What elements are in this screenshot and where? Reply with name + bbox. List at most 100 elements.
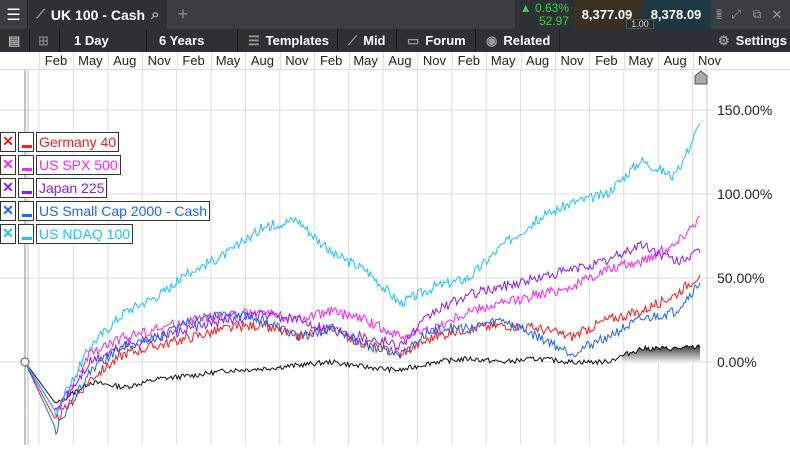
legend-label: US NDAQ 100 (36, 223, 134, 244)
x-tick-label: Nov (560, 53, 584, 68)
x-tick-divider (589, 52, 591, 70)
legend: ✕ Germany 40 ✕ US SPX 500 ✕ Japan 225 ✕ US Smal… (0, 130, 211, 245)
x-tick-divider (451, 52, 453, 70)
buy-price: 8,378.09 (650, 7, 702, 22)
x-tick-divider (520, 52, 522, 70)
x-tick-label: May (490, 53, 516, 68)
settings-button[interactable]: ⚙ Settings (712, 29, 790, 52)
series-color-swatch[interactable] (18, 131, 34, 152)
series-line-us-spx-500[interactable] (24, 215, 701, 414)
remove-series-icon[interactable]: ✕ (0, 223, 16, 244)
related-label: Related (503, 33, 551, 48)
expand-icon[interactable]: ⤢ (731, 7, 741, 21)
series-line-germany-40[interactable] (24, 274, 701, 422)
y-tick-label: 0.00% (717, 354, 757, 370)
legend-item: ✕ Japan 225 (0, 176, 210, 199)
range-label: 6 Years (159, 33, 205, 48)
legend-label: Germany 40 (36, 131, 120, 152)
series-color-swatch[interactable] (18, 200, 34, 221)
x-tick-label: Aug (250, 53, 274, 68)
x-tick-divider (107, 52, 109, 70)
series-color-swatch[interactable] (18, 154, 34, 175)
interval-label: 1 Day (74, 33, 109, 48)
x-tick-label: Aug (663, 53, 687, 68)
legend-item: ✕ Germany 40 (0, 130, 210, 153)
instrument-tab[interactable]: ⟋ UK 100 - Cash ⌕ (29, 0, 167, 29)
series-line-japan-225[interactable] (24, 240, 701, 411)
eye-icon: ◉ (486, 32, 498, 48)
x-tick-divider (142, 52, 144, 70)
list-icon: ▤ (8, 32, 21, 48)
legend-item: ✕ US NDAQ 100 (0, 222, 210, 245)
x-tick-divider (348, 52, 350, 70)
remove-series-icon[interactable]: ✕ (0, 177, 16, 198)
x-tick-divider (692, 52, 694, 70)
y-tick-label: 50.00% (717, 270, 765, 286)
series-start-marker (20, 357, 30, 367)
time-axis: Feb May Aug Nov Feb May Aug Nov Feb May Aug Nov Feb M… (0, 52, 790, 70)
series-color-swatch[interactable] (18, 223, 34, 244)
series-line-us-ndaq-100[interactable] (24, 123, 701, 417)
sell-price: 8,377.09 (581, 7, 633, 22)
templates-label: Templates (265, 33, 329, 48)
line-chart-icon: ⟋ (36, 7, 45, 21)
legend-item: ✕ US Small Cap 2000 - Cash (0, 199, 211, 222)
sliders-icon: ☰ (248, 32, 260, 48)
forum-label: Forum (425, 33, 466, 48)
x-tick-divider (73, 52, 75, 70)
x-tick-label: Feb (457, 53, 480, 68)
remove-series-icon[interactable]: ✕ (0, 200, 16, 221)
x-tick-label: Feb (595, 53, 618, 68)
series-color-swatch[interactable] (18, 177, 34, 198)
close-icon[interactable]: ✕ (771, 6, 783, 22)
related-button[interactable]: ◉ Related (476, 29, 560, 52)
uk100-area-fill (621, 344, 700, 362)
legend-item: ✕ US SPX 500 (0, 153, 210, 176)
x-tick-label: Aug (388, 53, 412, 68)
instrument-name: UK 100 - Cash (50, 6, 146, 23)
remove-series-icon[interactable]: ✕ (0, 154, 16, 175)
chart-toolbar: ▤ ⊞ 1 Day 6 Years ☰ Templates ⟋ Mid ▭ Forum… (0, 29, 790, 52)
price-change: ▲ 0.63% 52.97 (515, 0, 573, 29)
add-tab-button[interactable]: + (177, 4, 189, 24)
gear-icon: ⚙ (718, 32, 730, 48)
forum-button[interactable]: ▭ Forum (397, 29, 476, 52)
x-tick-label: Nov (422, 53, 446, 68)
chart-area[interactable] (0, 70, 790, 445)
popout-icon[interactable]: ⧉ (752, 7, 762, 21)
change-absolute: 52.97 (538, 13, 569, 28)
layout-button[interactable]: ⊞ (30, 29, 60, 52)
search-icon[interactable]: ⌕ (151, 6, 160, 23)
sell-price-button[interactable]: 8,377.09 (573, 0, 641, 29)
list-button[interactable]: ▤ (0, 29, 30, 52)
templates-button[interactable]: ☰ Templates (238, 29, 338, 52)
interval-dropdown[interactable]: 1 Day (60, 29, 147, 52)
x-tick-divider (245, 52, 247, 70)
line-icon: ⟋ (348, 32, 358, 48)
price-type-button[interactable]: ⟋ Mid (338, 29, 397, 52)
x-tick-label: Nov (285, 53, 309, 68)
series-line-uk-100-cash[interactable] (24, 344, 701, 404)
x-tick-label: Aug (113, 53, 137, 68)
x-tick-divider (176, 52, 178, 70)
remove-series-icon[interactable]: ✕ (0, 131, 16, 152)
x-tick-divider (383, 52, 384, 70)
drag-handle-icon[interactable]: ≡ ≡ (716, 6, 722, 23)
series-line-us-small-cap-2000-cash[interactable] (24, 282, 701, 436)
range-dropdown[interactable]: 6 Years (147, 29, 238, 52)
y-tick-label: 100.00% (717, 186, 773, 202)
spread-badge: 1.00 (626, 19, 654, 29)
x-tick-label: Feb (44, 53, 68, 68)
hamburger-icon: ☰ (6, 6, 21, 24)
x-tick-divider (211, 52, 212, 70)
x-tick-label: May (78, 53, 103, 68)
x-tick-label: May (215, 53, 241, 68)
grid-layout-icon: ⊞ (38, 32, 49, 48)
x-tick-label: Aug (526, 53, 550, 68)
scroll-marker-icon[interactable] (694, 70, 708, 85)
speech-bubble-icon: ▭ (407, 32, 420, 48)
menu-button[interactable]: ☰ (0, 0, 28, 29)
x-tick-divider (555, 52, 556, 70)
x-tick-divider (417, 52, 419, 70)
comparison-chart[interactable] (0, 70, 790, 445)
